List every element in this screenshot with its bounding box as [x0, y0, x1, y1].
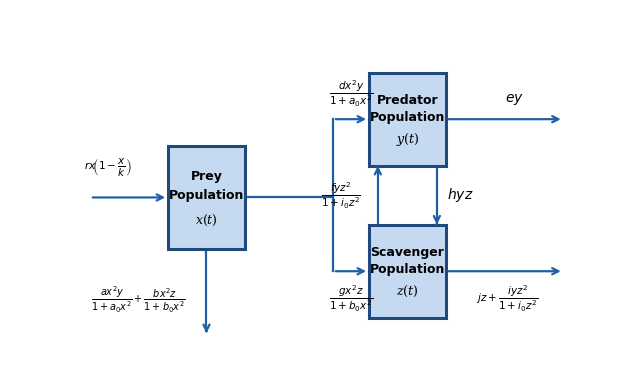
FancyBboxPatch shape	[369, 72, 446, 166]
Text: $rx\!\left(1-\dfrac{x}{k}\right)$: $rx\!\left(1-\dfrac{x}{k}\right)$	[84, 156, 132, 178]
Text: Scavenger: Scavenger	[371, 246, 444, 259]
FancyBboxPatch shape	[168, 146, 245, 249]
Text: Population: Population	[169, 189, 244, 202]
Text: $y(t)$: $y(t)$	[396, 131, 419, 148]
Text: $\dfrac{gx^2z}{1+b_0x^2}$: $\dfrac{gx^2z}{1+b_0x^2}$	[329, 283, 373, 314]
Text: $ey$: $ey$	[504, 92, 524, 107]
Text: Predator: Predator	[376, 94, 438, 107]
Text: Population: Population	[370, 263, 445, 276]
Text: Population: Population	[370, 111, 445, 124]
Text: $hyz$: $hyz$	[447, 186, 474, 204]
Text: $z(t)$: $z(t)$	[396, 284, 419, 299]
FancyBboxPatch shape	[369, 224, 446, 318]
Text: $\dfrac{dx^2y}{1+a_0x^2}$: $\dfrac{dx^2y}{1+a_0x^2}$	[329, 78, 373, 109]
Text: $x(t)$: $x(t)$	[195, 212, 218, 228]
Text: Prey: Prey	[191, 170, 223, 183]
Text: $jz+\dfrac{iyz^2}{1+i_0z^2}$: $jz+\dfrac{iyz^2}{1+i_0z^2}$	[476, 283, 539, 314]
Text: $\dfrac{ax^2y}{1+a_0x^2}+\dfrac{bx^2z}{1+b_0x^2}$: $\dfrac{ax^2y}{1+a_0x^2}+\dfrac{bx^2z}{1…	[91, 285, 186, 315]
Text: $\dfrac{fyz^2}{1+i_0z^2}$: $\dfrac{fyz^2}{1+i_0z^2}$	[321, 180, 361, 210]
